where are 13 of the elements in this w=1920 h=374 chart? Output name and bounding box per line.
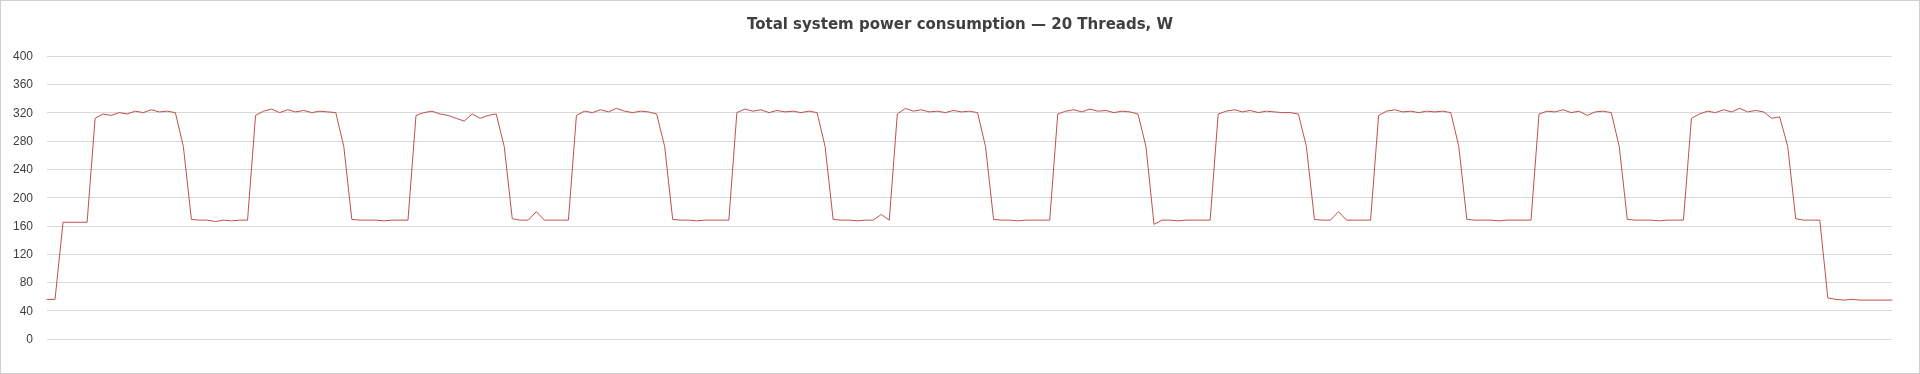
y-tick-label: 320 (12, 105, 34, 120)
y-tick-label: 160 (12, 218, 34, 233)
y-tick-label: 280 (12, 133, 34, 148)
y-tick-label: 360 (12, 77, 34, 92)
line-series (46, 107, 1893, 301)
chart-title: Total system power consumption — 20 Threads, W (746, 14, 1174, 33)
y-tick-label: 200 (12, 190, 34, 205)
y-tick-label: 80 (19, 275, 34, 290)
y-tick-label: 240 (12, 162, 34, 177)
y-tick-label: 0 (26, 332, 34, 346)
y-tick-label: 400 (12, 49, 34, 63)
y-tick-label: 120 (12, 247, 34, 262)
y-tick-label: 40 (19, 303, 34, 318)
